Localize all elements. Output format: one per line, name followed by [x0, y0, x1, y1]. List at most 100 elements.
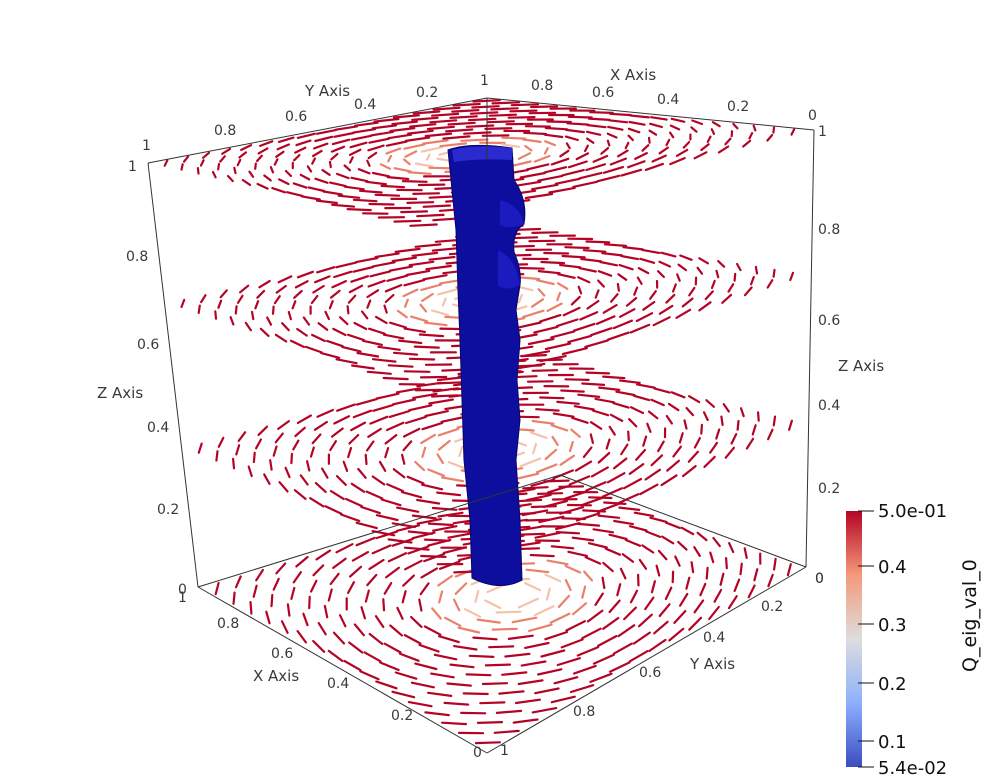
tick-label: 0.2 — [761, 599, 783, 615]
director-glyph — [250, 310, 255, 321]
director-glyph — [644, 530, 662, 539]
director-glyph — [622, 246, 644, 251]
director-glyph — [382, 376, 409, 381]
director-glyph — [355, 398, 378, 406]
director-glyph — [589, 421, 603, 430]
director-glyph — [423, 538, 451, 542]
director-glyph — [428, 195, 458, 199]
director-glyph — [457, 626, 481, 634]
director-glyph — [287, 310, 292, 321]
director-glyph — [488, 113, 518, 117]
director-glyph — [389, 624, 403, 637]
director-glyph — [578, 171, 603, 180]
director-glyph — [430, 672, 455, 679]
director-glyph — [368, 558, 385, 571]
director-glyph — [329, 489, 345, 501]
director-glyph — [420, 433, 436, 445]
director-glyph — [693, 599, 705, 614]
director-glyph — [708, 605, 720, 621]
director-glyph — [284, 169, 293, 178]
director-glyph — [366, 440, 375, 452]
ticks-right-z: 0 0.2 0.4 0.6 0.8 1 — [815, 124, 840, 587]
director-glyph — [289, 339, 306, 349]
director-glyph — [400, 210, 429, 214]
director-glyph — [391, 256, 417, 263]
director-glyph — [372, 403, 395, 412]
director-glyph — [673, 609, 687, 625]
director-glyph — [196, 167, 200, 175]
director-glyph — [386, 274, 409, 282]
director-glyph — [438, 635, 460, 644]
director-glyph — [405, 415, 427, 425]
director-glyph — [422, 204, 452, 208]
director-glyph — [584, 556, 602, 565]
director-glyph — [292, 439, 300, 451]
director-glyph — [628, 120, 646, 126]
director-glyph — [531, 231, 559, 234]
director-glyph — [300, 195, 321, 201]
tick-label: 0.2 — [818, 481, 840, 497]
director-glyph — [653, 620, 669, 635]
director-glyph — [349, 141, 368, 149]
director-glyph — [371, 475, 386, 486]
director-glyph — [432, 525, 458, 532]
director-glyph — [367, 144, 385, 152]
director-glyph — [570, 428, 581, 438]
director-glyph — [556, 657, 582, 667]
director-glyph — [656, 270, 666, 279]
director-glyph — [410, 315, 429, 323]
director-glyph — [602, 304, 618, 314]
director-glyph — [360, 505, 381, 515]
director-glyph — [349, 156, 354, 164]
director-glyph — [332, 631, 346, 645]
director-glyph — [522, 486, 549, 490]
director-glyph — [299, 173, 311, 181]
director-glyph — [679, 254, 693, 261]
director-glyph — [484, 599, 502, 610]
director-glyph — [602, 375, 626, 380]
director-glyph — [790, 128, 796, 136]
director-glyph — [395, 387, 422, 394]
director-glyph — [594, 592, 604, 607]
director-glyph — [609, 413, 624, 422]
director-glyph — [221, 147, 232, 155]
director-glyph — [327, 649, 344, 663]
director-glyph — [540, 260, 566, 265]
director-glyph — [572, 322, 596, 332]
director-glyph — [677, 540, 688, 551]
director-glyph — [351, 550, 370, 562]
director-glyph — [546, 484, 572, 494]
director-glyph — [335, 261, 358, 269]
director-glyph — [347, 446, 353, 459]
director-glyph — [572, 664, 597, 675]
director-glyph — [306, 165, 313, 173]
director-glyph — [616, 149, 629, 158]
director-glyph — [277, 275, 293, 284]
director-glyph — [453, 644, 478, 651]
director-glyph — [596, 634, 618, 648]
director-glyph — [257, 147, 269, 155]
director-glyph — [700, 143, 710, 152]
director-glyph — [546, 302, 563, 312]
director-glyph — [617, 273, 628, 281]
tick-label: 1 — [818, 124, 827, 140]
director-glyph — [616, 282, 621, 292]
director-glyph — [294, 280, 309, 289]
director-glyph — [603, 243, 628, 247]
director-glyph — [437, 287, 460, 296]
director-glyph — [363, 651, 382, 663]
director-glyph — [365, 490, 384, 500]
director-glyph — [329, 289, 341, 299]
director-glyph — [286, 191, 304, 197]
director-glyph — [386, 483, 404, 493]
director-glyph — [554, 521, 581, 531]
director-glyph — [668, 131, 675, 139]
director-glyph — [623, 606, 637, 621]
director-glyph — [585, 137, 595, 144]
director-glyph — [239, 284, 250, 294]
director-glyph — [235, 444, 241, 456]
director-glyph — [247, 465, 253, 478]
director-glyph — [628, 463, 645, 475]
director-glyph — [669, 124, 681, 131]
